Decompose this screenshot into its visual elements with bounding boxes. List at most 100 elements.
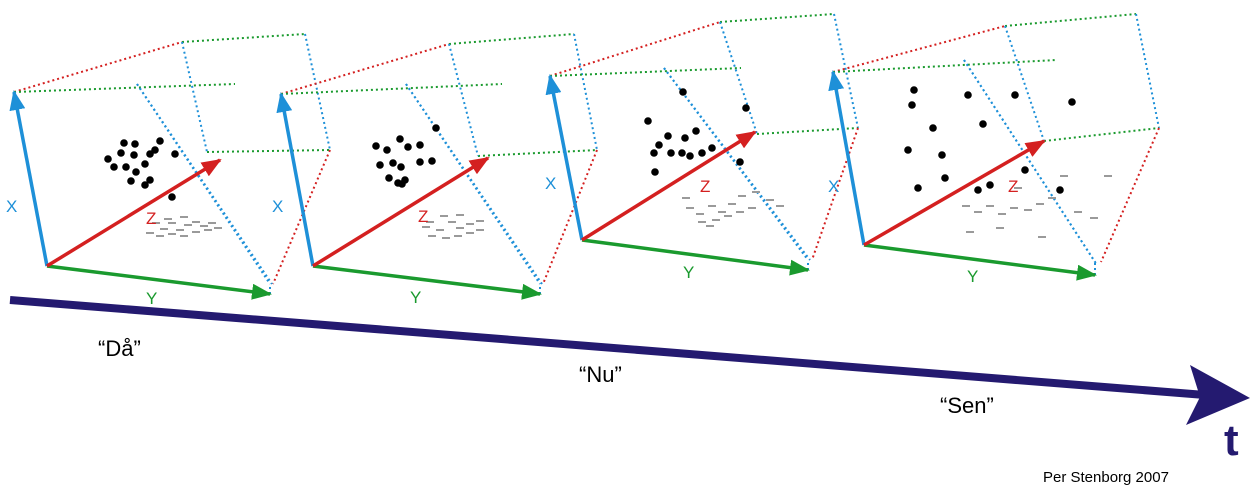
box-edge: [13, 41, 183, 93]
box-edge: [549, 21, 721, 77]
x-axis-label: X: [545, 174, 556, 193]
z-axis-label: Z: [1008, 177, 1018, 196]
data-point: [432, 124, 440, 132]
data-point: [146, 176, 154, 184]
data-point: [120, 139, 128, 147]
box-edge: [663, 67, 809, 261]
data-point: [397, 163, 405, 171]
x-axis-arrow: [545, 74, 584, 241]
data-point: [171, 150, 179, 158]
box-edge: [477, 149, 598, 157]
x-axis-label: X: [272, 197, 283, 216]
data-point: [742, 104, 750, 112]
data-point: [686, 152, 694, 160]
data-point: [428, 157, 436, 165]
time-axis-arrowhead: [1186, 365, 1250, 425]
box-edge: [448, 43, 479, 157]
panel-1: X Y Z: [6, 33, 331, 308]
data-point: [1068, 98, 1076, 106]
data-point: [385, 174, 393, 182]
data-point: [130, 151, 138, 159]
time-label-later: “Sen”: [940, 393, 994, 418]
data-point: [376, 161, 384, 169]
data-point: [914, 184, 922, 192]
data-point: [104, 155, 112, 163]
panel-2: X Y Z: [272, 33, 598, 307]
y-axis-arrow: [581, 238, 810, 276]
time-label-now: “Nu”: [579, 362, 622, 387]
panel-4: X Y Z: [828, 13, 1160, 286]
data-point: [904, 146, 912, 154]
data-point: [929, 124, 937, 132]
time-axis: [9, 296, 1250, 425]
data-point: [667, 149, 675, 157]
data-point: [708, 144, 716, 152]
panels: X Y Z X Y Z X Y Z X Y Z: [6, 13, 1160, 308]
time-symbol: t: [1224, 416, 1239, 465]
data-point: [416, 158, 424, 166]
box-edge: [181, 41, 208, 153]
data-point: [681, 134, 689, 142]
z-axis-arrow: [312, 156, 490, 268]
box-edge: [573, 33, 598, 151]
y-axis-label: Y: [146, 289, 157, 308]
data-point: [651, 168, 659, 176]
data-point: [396, 135, 404, 143]
y-axis-label: Y: [410, 288, 421, 307]
box-edge: [719, 13, 835, 23]
data-point: [132, 168, 140, 176]
y-axis-arrow: [46, 264, 272, 300]
box-edge: [272, 149, 331, 285]
box-edge: [549, 67, 742, 77]
data-point: [692, 127, 700, 135]
data-point: [979, 120, 987, 128]
data-point: [650, 149, 658, 157]
data-point: [168, 193, 176, 201]
data-point: [938, 151, 946, 159]
time-label-then: “Då”: [98, 336, 141, 361]
data-point: [141, 160, 149, 168]
box-edge: [136, 83, 273, 285]
data-point: [398, 180, 406, 188]
data-point: [974, 186, 982, 194]
box-edge: [1135, 13, 1160, 129]
z-axis-arrow: [46, 158, 222, 268]
data-point: [110, 163, 118, 171]
data-point: [964, 91, 972, 99]
box-edge: [719, 21, 758, 135]
data-point: [664, 132, 672, 140]
data-point: [736, 158, 744, 166]
data-point: [679, 88, 687, 96]
x-axis-arrow: [828, 70, 866, 246]
credit: Per Stenborg 2007: [1043, 469, 1169, 486]
z-axis-label: Z: [146, 209, 156, 228]
x-axis-arrow: [9, 90, 49, 267]
box-edge: [405, 83, 543, 285]
y-axis-label: Y: [683, 263, 694, 282]
x-axis-label: X: [828, 177, 839, 196]
y-axis-arrow: [312, 264, 542, 300]
data-point: [122, 163, 130, 171]
data-point: [698, 149, 706, 157]
box-edge: [811, 127, 859, 261]
data-point: [910, 86, 918, 94]
box-edge: [963, 59, 1098, 266]
z-axis-arrow: [863, 139, 1046, 247]
box-edge: [280, 43, 450, 95]
x-axis-arrow: [276, 92, 315, 267]
z-axis-label: Z: [418, 207, 428, 226]
box-edge: [1100, 127, 1160, 263]
box-edge: [448, 33, 575, 45]
box-edge: [1004, 25, 1045, 142]
time-axis-line: [9, 296, 1206, 399]
box-edge: [181, 33, 306, 43]
data-point: [389, 159, 397, 167]
data-point: [117, 149, 125, 157]
data-point: [678, 149, 686, 157]
data-point: [1011, 91, 1019, 99]
data-point: [127, 177, 135, 185]
data-point: [644, 117, 652, 125]
z-axis-label: Z: [700, 177, 710, 196]
z-axis-arrow: [581, 130, 757, 242]
